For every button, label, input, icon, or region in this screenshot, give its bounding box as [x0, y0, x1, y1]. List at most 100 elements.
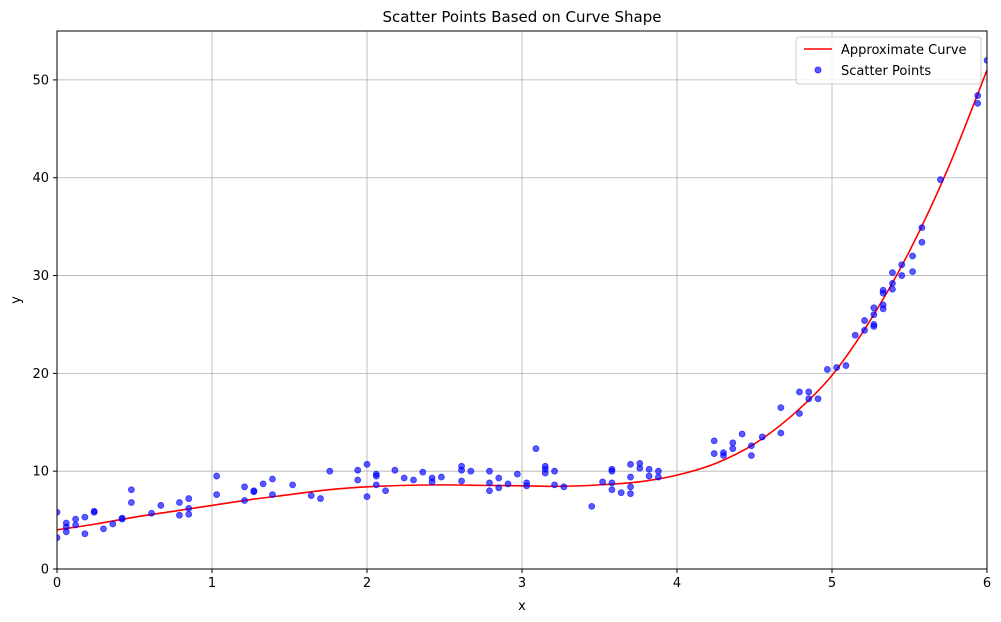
y-tick-label: 10 — [32, 465, 49, 480]
scatter-point — [889, 269, 896, 277]
curve-layer — [57, 69, 987, 531]
scatter-point — [918, 238, 926, 246]
x-tick-label: 6 — [983, 576, 991, 591]
scatter-point — [495, 484, 503, 492]
scatter-point — [513, 470, 521, 478]
scatter-point — [57, 508, 61, 516]
scatter-point — [354, 466, 362, 474]
scatter-point — [307, 492, 315, 500]
scatter-point — [382, 487, 390, 495]
scatter-point — [833, 364, 841, 371]
legend-box — [795, 36, 982, 85]
scatter-point — [645, 472, 653, 480]
scatter-point — [551, 467, 558, 475]
scatter-point — [269, 491, 276, 499]
scatter-point — [317, 495, 324, 502]
scatter-point — [428, 474, 436, 482]
scatter-point — [81, 530, 89, 538]
scatter-point — [889, 279, 896, 287]
scatter-point — [898, 272, 906, 279]
scatter-point — [100, 525, 107, 533]
x-axis-ticks: 0 1 2 3 4 5 6 — [53, 569, 991, 591]
scatter-point — [410, 476, 417, 484]
scatter-point — [909, 268, 916, 276]
y-tick-label: 0 — [41, 563, 49, 578]
scatter-point — [720, 449, 727, 456]
scatter-point — [729, 445, 737, 453]
scatter-point — [400, 474, 408, 482]
scatter-point — [495, 474, 503, 482]
scatter-point — [608, 465, 616, 473]
scatter-point — [599, 478, 606, 486]
scatter-point — [805, 395, 813, 403]
scatter-point — [710, 450, 718, 457]
y-tick-label: 50 — [32, 73, 49, 88]
legend-point-swatch — [814, 66, 822, 74]
scatter-point — [72, 515, 79, 523]
scatter-point — [157, 502, 165, 509]
scatter-point — [655, 467, 662, 475]
scatter-point — [148, 509, 155, 517]
x-tick-label: 1 — [208, 576, 216, 591]
scatter-point — [909, 252, 916, 260]
scatter-point — [541, 462, 549, 470]
scatter-point — [250, 487, 258, 495]
scatter-point — [937, 176, 944, 184]
scatter-point — [870, 311, 878, 319]
x-tick-label: 2 — [363, 576, 371, 591]
scatter-point — [62, 519, 70, 527]
scatter-point — [814, 395, 822, 403]
scatter-point — [241, 497, 248, 504]
scatter-point — [363, 460, 371, 468]
scatter-point — [805, 388, 813, 396]
points-layer — [57, 56, 987, 542]
scatter-point — [627, 473, 634, 481]
scatter-point — [645, 465, 653, 473]
scatter-point — [289, 481, 297, 489]
scatter-point — [974, 99, 982, 107]
scatter-point — [748, 452, 755, 459]
scatter-point — [551, 481, 558, 489]
scatter-point — [777, 429, 785, 437]
scatter-point — [608, 486, 616, 494]
scatter-point — [127, 486, 135, 494]
y-tick-label: 30 — [32, 269, 49, 284]
scatter-point — [363, 493, 371, 501]
scatter-point — [748, 442, 755, 450]
scatter-point — [710, 437, 718, 445]
scatter-point — [127, 499, 135, 506]
legend: Approximate Curve Scatter Points — [795, 36, 982, 85]
scatter-point — [241, 483, 248, 491]
scatter-point — [504, 480, 512, 488]
scatter-point — [636, 459, 644, 467]
scatter-point — [889, 285, 896, 293]
scatter-point — [185, 510, 193, 518]
scatter-point — [627, 490, 634, 498]
scatter-point — [354, 476, 362, 484]
scatter-point — [213, 472, 221, 480]
scatter-point — [861, 326, 868, 334]
scatter-point — [974, 92, 982, 99]
scatter-point — [185, 495, 193, 502]
scatter-point — [391, 466, 399, 474]
scatter-point — [879, 301, 887, 309]
scatter-point — [486, 487, 493, 495]
scatter-point — [176, 499, 183, 506]
scatter-point — [842, 362, 850, 369]
scatter-point — [796, 388, 803, 396]
scatter-point — [259, 480, 267, 488]
scatter-point — [467, 467, 475, 475]
scatter-point — [458, 462, 465, 470]
scatter-point — [655, 473, 662, 481]
approximate-curve-line — [57, 69, 987, 531]
scatter-point — [627, 483, 634, 491]
chart-title: Scatter Points Based on Curve Shape — [383, 8, 662, 26]
scatter-point — [419, 468, 427, 476]
x-tick-label: 3 — [518, 576, 526, 591]
scatter-point — [758, 433, 766, 441]
scatter-point — [118, 514, 126, 522]
y-tick-label: 20 — [32, 367, 49, 382]
x-tick-label: 5 — [828, 576, 836, 591]
